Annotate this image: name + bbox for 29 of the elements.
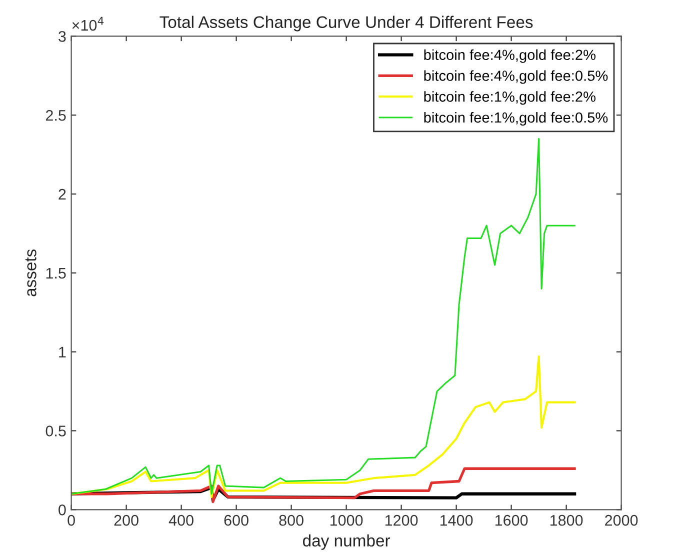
chart-title: Total Assets Change Curve Under 4 Different Fees [160, 16, 533, 32]
x-axis-title: day number [302, 534, 390, 550]
y-tick-label: 0.5 [46, 426, 66, 436]
x-tick-label: 1400 [440, 514, 473, 526]
line-series [71, 138, 576, 495]
y-tick-label: 2 [58, 188, 66, 200]
line-series [71, 467, 576, 504]
legend-label: bitcoin fee:4%,gold fee:0.5% [424, 70, 608, 84]
x-tick-label: 200 [114, 514, 138, 526]
y-axis-title: assets [25, 249, 36, 296]
y-tick-label: 3 [58, 31, 66, 42]
legend-label: bitcoin fee:1%,gold fee:2% [424, 91, 596, 105]
y-tick-label: 0 [58, 504, 66, 516]
x-tick-label: 1200 [385, 514, 418, 526]
x-tick-label: 1600 [495, 514, 528, 526]
text: ×10$^{4}$ [72, 16, 104, 31]
y-tick-label: 1 [59, 346, 66, 358]
legend-label: bitcoin fee:4%,gold fee:2% [424, 49, 596, 63]
legend-label: bitcoin fee:1%,gold fee:0.5% [424, 112, 608, 126]
line-series [71, 356, 576, 498]
x-tick-label: 400 [168, 514, 194, 526]
y-tick-label: 1.5 [46, 268, 66, 279]
x-tick-label: 1800 [550, 514, 583, 526]
x-tick-label: 1000 [330, 514, 363, 526]
x-tick-label: 2000 [605, 514, 638, 526]
x-tick-label: 0 [68, 514, 75, 526]
y-tick-label: 2.5 [46, 110, 66, 121]
x-tick-label: 800 [279, 514, 304, 526]
x-tick-label: 600 [224, 514, 248, 526]
